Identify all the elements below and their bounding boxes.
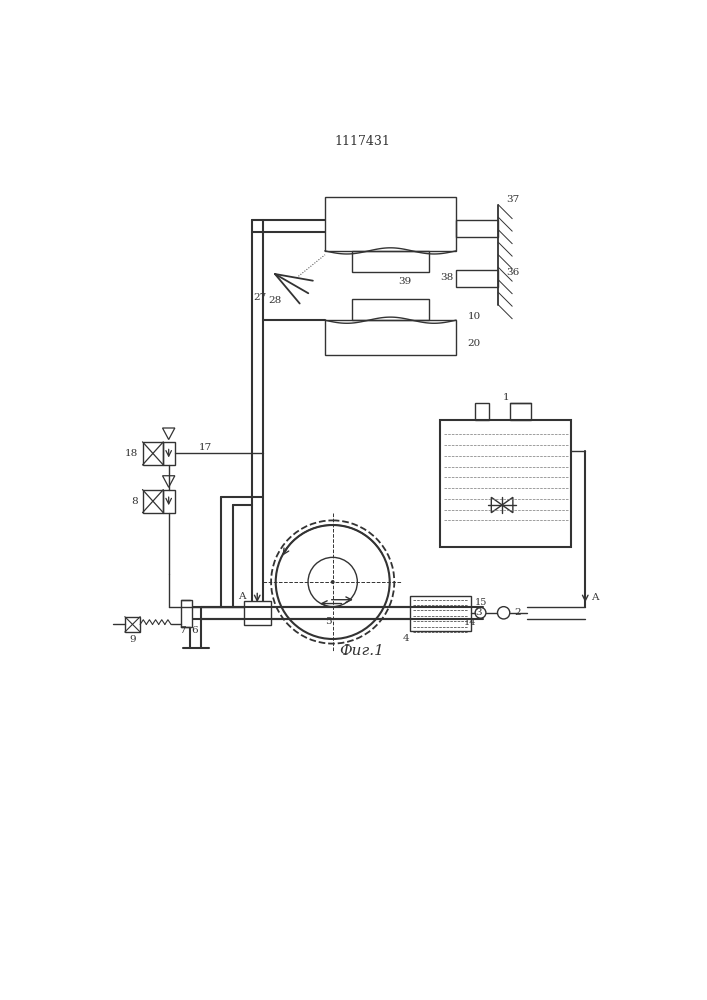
Bar (409, 596, 472, 631)
Bar (456, 220, 498, 237)
Text: 2: 2 (515, 608, 521, 617)
Bar (125, 617, 140, 632)
Text: 5: 5 (325, 617, 332, 626)
Circle shape (331, 580, 334, 584)
Text: 9: 9 (129, 635, 136, 644)
Bar (456, 270, 498, 287)
Text: 8: 8 (132, 497, 138, 506)
Bar (163, 490, 175, 513)
Bar (440, 420, 571, 547)
Text: 7: 7 (180, 626, 186, 635)
Bar (352, 251, 429, 272)
Text: 15: 15 (474, 598, 486, 607)
Text: 36: 36 (506, 268, 519, 277)
Bar (143, 442, 163, 465)
Bar (325, 197, 456, 251)
Bar (244, 601, 271, 625)
Text: 3: 3 (475, 608, 481, 617)
Text: 20: 20 (467, 339, 481, 348)
Bar (352, 299, 429, 320)
Bar (325, 320, 456, 355)
Text: 39: 39 (398, 277, 411, 286)
Bar (475, 403, 489, 420)
Text: 27: 27 (253, 293, 266, 302)
Text: A: A (238, 592, 246, 601)
Text: 17: 17 (199, 443, 212, 452)
Text: 14: 14 (464, 618, 476, 627)
Text: 18: 18 (124, 449, 138, 458)
Text: 6: 6 (191, 626, 197, 635)
Text: 1117431: 1117431 (334, 135, 390, 148)
Text: A: A (592, 593, 599, 602)
Bar (181, 600, 192, 627)
Text: 38: 38 (440, 273, 454, 282)
Bar (143, 490, 163, 513)
Text: Фиг.1: Фиг.1 (339, 644, 385, 658)
Bar (510, 403, 532, 420)
Text: 37: 37 (506, 195, 519, 204)
Text: 10: 10 (467, 312, 481, 321)
Text: 1: 1 (503, 393, 509, 402)
Text: 28: 28 (269, 296, 281, 305)
Bar (163, 442, 175, 465)
Text: 4: 4 (402, 634, 409, 643)
